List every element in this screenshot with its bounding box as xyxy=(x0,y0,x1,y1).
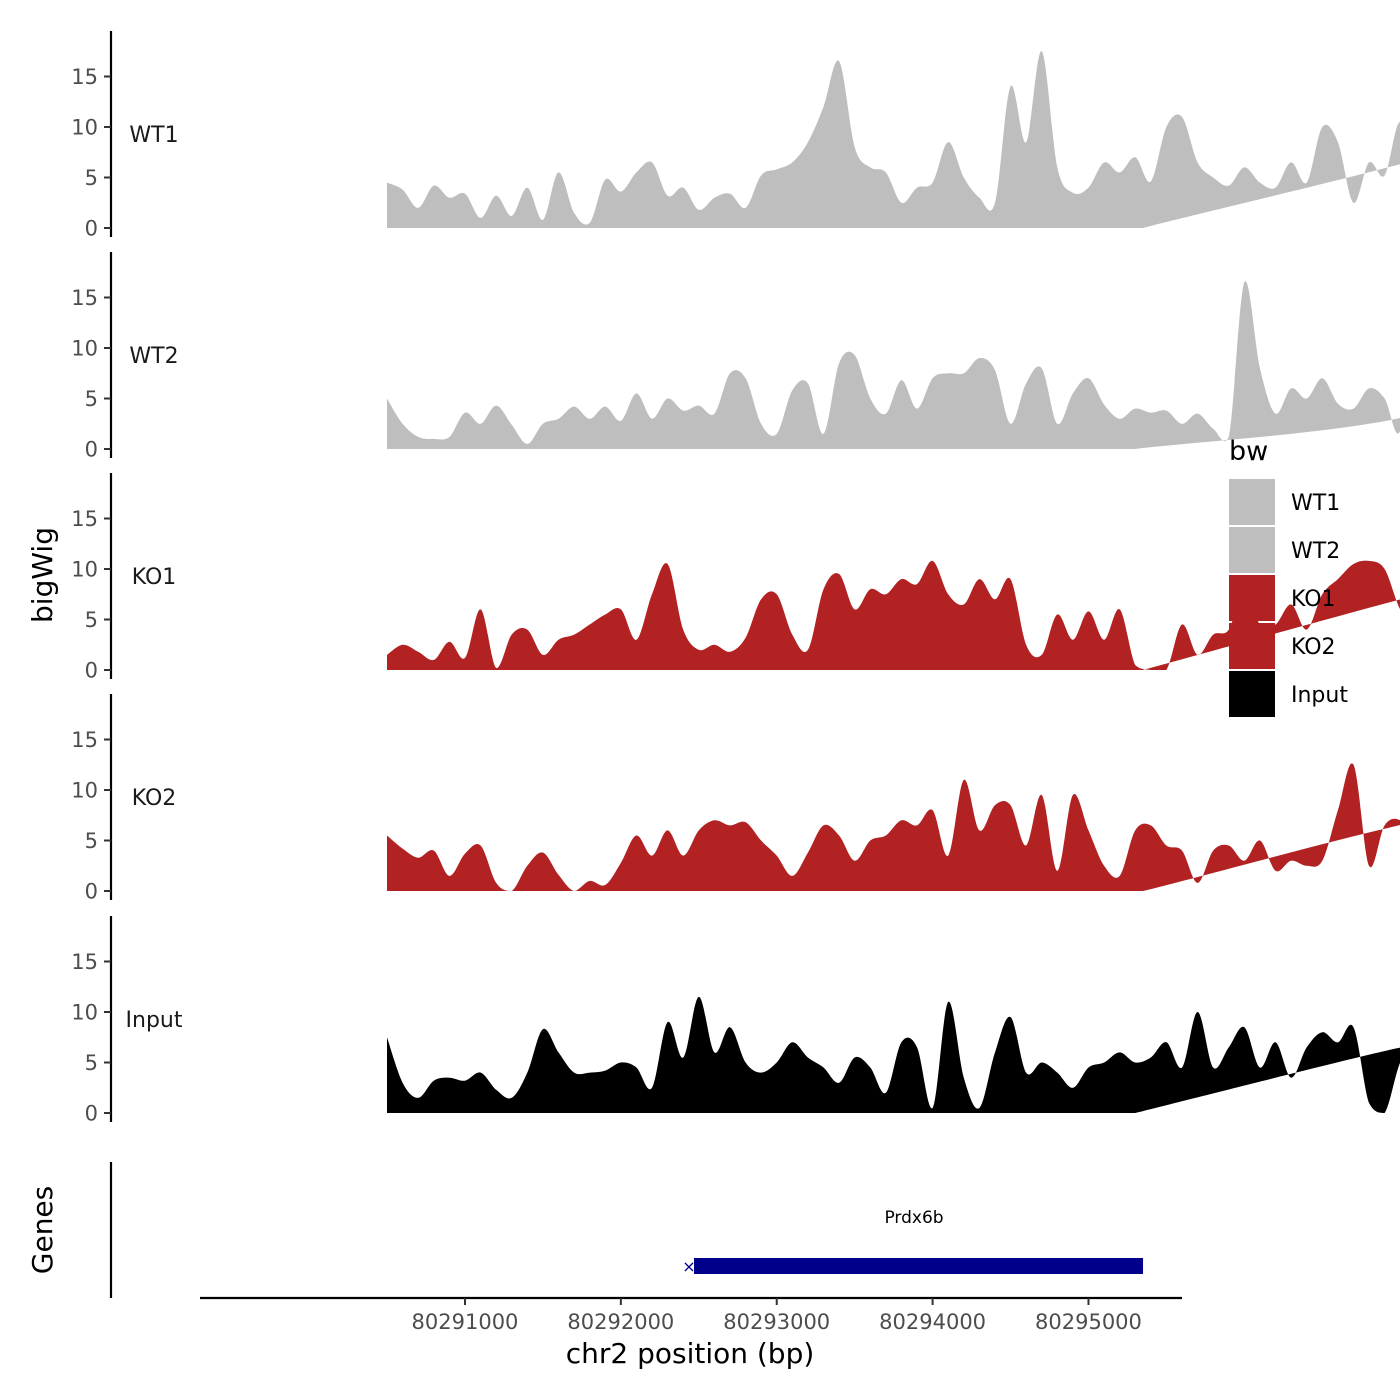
y-tick-label: 15 xyxy=(71,728,98,752)
y-tick-label: 10 xyxy=(71,1001,98,1025)
y-tick-label: 5 xyxy=(85,1051,98,1075)
legend-swatch-wt1 xyxy=(1229,479,1275,525)
track-label: WT1 xyxy=(129,123,178,148)
track-label: Input xyxy=(126,1008,183,1033)
genes-axis-title: Genes xyxy=(26,1186,59,1274)
signal-area-wt2 xyxy=(387,281,1400,449)
legend-label-ko2: KO2 xyxy=(1291,635,1336,660)
genes-panel: × Prdx6b xyxy=(109,1162,1144,1298)
legend-swatch-input xyxy=(1229,671,1275,717)
y-tick-label: 10 xyxy=(71,337,98,361)
y-tick-label: 5 xyxy=(85,608,98,632)
y-tick-label: 15 xyxy=(71,65,98,89)
x-tick-label: 80292000 xyxy=(567,1310,674,1334)
y-tick-label: 15 xyxy=(71,286,98,310)
x-tick-label: 80293000 xyxy=(723,1310,830,1334)
track-label: KO2 xyxy=(132,786,177,811)
y-tick-label: 0 xyxy=(85,217,98,241)
y-tick-label: 10 xyxy=(71,779,98,803)
track-ko2: 0 5 10 15 KO2 xyxy=(71,694,1400,904)
gene-strand-marker: × xyxy=(682,1257,695,1276)
y-tick-label: 0 xyxy=(85,1102,98,1126)
track-input: 0 5 10 15 Input xyxy=(71,916,1400,1126)
x-tick-label: 80295000 xyxy=(1035,1310,1142,1334)
signal-area-ko2 xyxy=(387,763,1400,891)
track-label: KO1 xyxy=(132,565,177,590)
y-tick-label: 5 xyxy=(85,387,98,411)
x-axis-title: chr2 position (bp) xyxy=(566,1337,815,1370)
y-tick-label: 0 xyxy=(85,659,98,683)
track-ko1: 0 5 10 15 KO1 xyxy=(71,473,1400,683)
y-tick-label: 10 xyxy=(71,558,98,582)
legend-label-wt1: WT1 xyxy=(1291,491,1340,516)
y-tick-label: 0 xyxy=(85,880,98,904)
track-label: WT2 xyxy=(129,344,178,369)
track-wt2: 0 5 10 15 WT2 xyxy=(71,252,1400,462)
y-tick-label: 15 xyxy=(71,950,98,974)
legend-swatch-ko2 xyxy=(1229,623,1275,669)
y-tick-label: 10 xyxy=(71,116,98,140)
y-axis-title: bigWig xyxy=(26,527,59,623)
y-tick-label: 5 xyxy=(85,829,98,853)
legend-swatch-wt2 xyxy=(1229,527,1275,573)
y-tick-label: 15 xyxy=(71,507,98,531)
legend-label-wt2: WT2 xyxy=(1291,539,1340,564)
signal-area-input xyxy=(387,996,1400,1113)
track-panels: 0 5 10 15 WT1 0 5 10 15 WT2 0 5 10 15 KO1 0 5 10 15 KO2 0 5 10… xyxy=(71,31,1400,1126)
x-axis: 80291000 80292000 80293000 80294000 80295000 xyxy=(200,1296,1182,1334)
gene-label: Prdx6b xyxy=(884,1208,943,1228)
y-tick-label: 5 xyxy=(85,166,98,190)
x-tick-label: 80294000 xyxy=(879,1310,986,1334)
y-tick-label: 0 xyxy=(85,438,98,462)
legend-swatch-ko1 xyxy=(1229,575,1275,621)
legend-label-ko1: KO1 xyxy=(1291,587,1336,612)
track-wt1: 0 5 10 15 WT1 xyxy=(71,31,1400,241)
x-tick-label: 80291000 xyxy=(412,1310,519,1334)
signal-area-wt1 xyxy=(387,51,1400,228)
signal-area-ko1 xyxy=(387,560,1400,670)
legend-label-input: Input xyxy=(1291,683,1348,708)
legend: bw WT1 WT2 KO1 KO2 Input xyxy=(1229,436,1348,717)
legend-title: bw xyxy=(1229,436,1268,467)
